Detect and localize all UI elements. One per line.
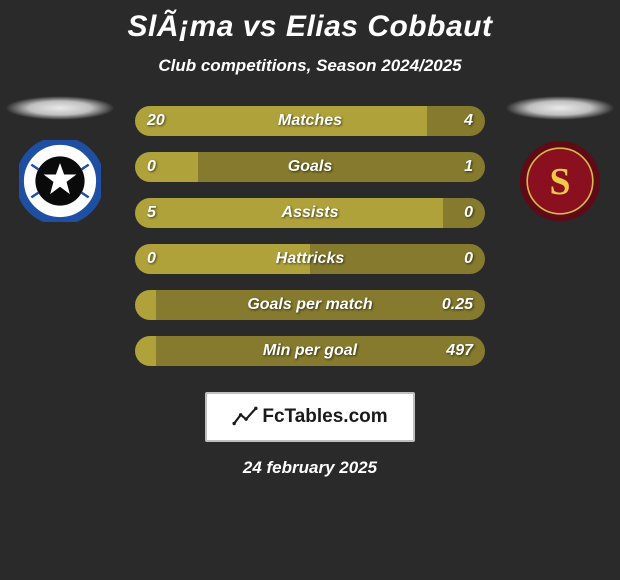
stat-value-left: 0 [147,158,156,176]
comparison-card: SlÃ¡ma vs Elias Cobbaut Club competition… [0,0,620,580]
footer-text: FcTables.com [262,406,387,428]
right-club-badge: S [519,140,601,222]
bar-right-fill [427,106,485,136]
bar-left-fill [135,152,198,182]
chart-icon [232,404,258,430]
stat-bars: 20 4 Matches 0 1 Goals 5 0 Assists 0 0 Hattricks 0.2… [135,106,485,366]
left-club-badge [19,140,101,222]
date-label: 24 february 2025 [0,458,620,478]
stat-row: 0.25 Goals per match [135,290,485,320]
bar-right-fill [198,152,485,182]
club-shadow-right [505,96,615,120]
stat-row: 497 Min per goal [135,336,485,366]
stat-value-left: 0 [147,250,156,268]
stat-value-right: 0 [464,204,473,222]
stat-value-right: 497 [446,342,473,360]
svg-text:S: S [550,161,571,203]
stat-row: 5 0 Assists [135,198,485,228]
stat-label: Goals per match [247,296,372,314]
stats-area: S 204Matches01Goals50Assists00Hattricks0… [0,106,620,366]
stat-label: Assists [282,204,339,222]
bar-left-fill [135,336,156,366]
stat-value-left: 5 [147,204,156,222]
bar-left-fill [135,290,156,320]
stat-row: 20 4 Matches [135,106,485,136]
right-club: S [500,96,620,222]
club-shadow-left [5,96,115,120]
subtitle: Club competitions, Season 2024/2025 [0,56,620,76]
stat-value-left: 20 [147,112,165,130]
stat-label: Hattricks [276,250,344,268]
footer-logo: FcTables.com [205,392,415,442]
stat-row: 0 1 Goals [135,152,485,182]
stat-value-right: 0.25 [442,296,473,314]
left-club [0,96,120,222]
stat-row: 0 0 Hattricks [135,244,485,274]
stat-label: Goals [288,158,332,176]
stat-label: Min per goal [263,342,357,360]
stat-value-right: 4 [464,112,473,130]
stat-label: Matches [278,112,342,130]
stat-value-right: 1 [464,158,473,176]
page-title: SlÃ¡ma vs Elias Cobbaut [0,0,620,44]
stat-value-right: 0 [464,250,473,268]
